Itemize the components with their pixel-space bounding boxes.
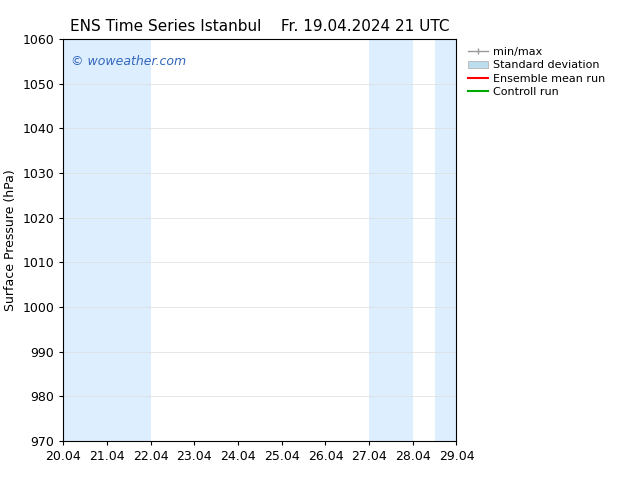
Bar	[435, 39, 478, 441]
Bar	[369, 39, 413, 441]
Bar	[63, 39, 151, 441]
Text: © woweather.com: © woweather.com	[71, 55, 186, 68]
Y-axis label: Surface Pressure (hPa): Surface Pressure (hPa)	[4, 169, 17, 311]
Legend: min/max, Standard deviation, Ensemble mean run, Controll run: min/max, Standard deviation, Ensemble me…	[466, 45, 607, 99]
Title: ENS Time Series Istanbul    Fr. 19.04.2024 21 UTC: ENS Time Series Istanbul Fr. 19.04.2024 …	[70, 19, 450, 34]
